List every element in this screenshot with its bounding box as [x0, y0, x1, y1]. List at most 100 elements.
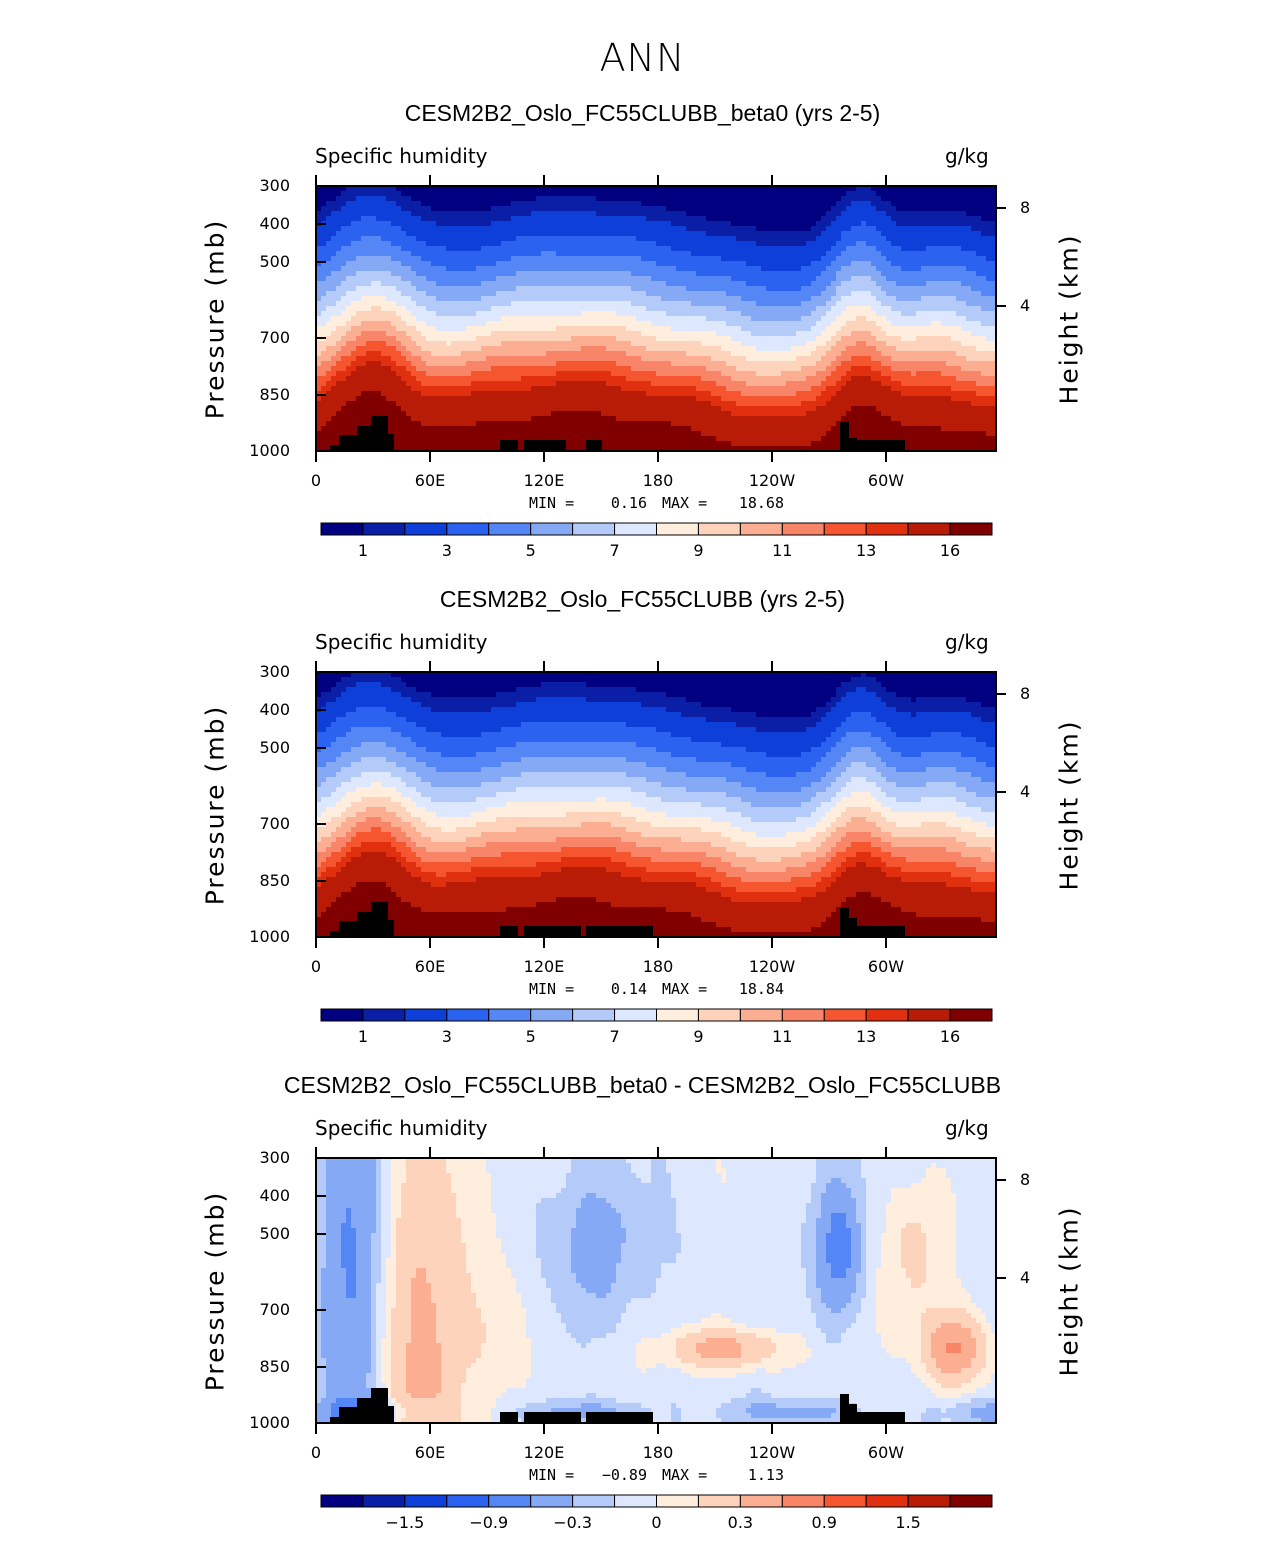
min-value: −0.89	[595, 1466, 647, 1484]
y2-tick-label: 4	[1020, 782, 1030, 801]
units-label: g/kg	[945, 144, 989, 168]
variable-label: Specific humidity	[315, 144, 488, 168]
colorbar-swatch	[446, 1494, 490, 1508]
colorbar-label: 1	[333, 541, 393, 560]
colorbar-label: 16	[920, 1027, 980, 1046]
colorbar-label: 1.5	[878, 1513, 938, 1532]
colorbar-label: 16	[920, 541, 980, 560]
y-tick-label: 700	[220, 814, 290, 833]
panel-difference: CESM2B2_Oslo_FC55CLUBB_beta0 - CESM2B2_O…	[0, 1072, 1285, 1558]
colorbar-swatch	[697, 1008, 741, 1022]
panel-title: CESM2B2_Oslo_FC55CLUBB_beta0 - CESM2B2_O…	[0, 1072, 1285, 1099]
y2-tick-label: 8	[1020, 198, 1030, 217]
topography-mask	[330, 902, 905, 937]
colorbar-swatch	[781, 1494, 825, 1508]
colorbar-swatch	[907, 522, 951, 536]
units-label: g/kg	[945, 630, 989, 654]
colorbar-label: −0.9	[459, 1513, 519, 1532]
x-tick-label: 60W	[846, 471, 926, 490]
x-tick-label: 60E	[390, 957, 470, 976]
x-tick-label: 120E	[504, 1443, 584, 1462]
colorbar	[320, 522, 993, 536]
max-value: 1.13	[728, 1466, 784, 1484]
max-label: MAX =	[662, 980, 707, 998]
colorbar-label: 7	[585, 541, 645, 560]
topography-mask	[330, 416, 905, 451]
variable-label: Specific humidity	[315, 630, 488, 654]
colorbar-swatch	[404, 1008, 448, 1022]
colorbar-swatch	[907, 1008, 951, 1022]
contour-field	[316, 186, 997, 452]
x-tick-label: 0	[276, 957, 356, 976]
x-tick-label: 60E	[390, 1443, 470, 1462]
y-axis-label: Pressure (mb)	[201, 704, 230, 904]
y-tick-label: 850	[220, 871, 290, 890]
colorbar-swatch	[362, 1494, 406, 1508]
y-tick-label: 1000	[220, 1413, 290, 1432]
y-axis-label: Pressure (mb)	[201, 218, 230, 418]
units-label: g/kg	[945, 1116, 989, 1140]
colorbar-swatch	[530, 522, 574, 536]
colorbar-swatch	[488, 522, 532, 536]
x-tick-label: 60W	[846, 957, 926, 976]
y-tick-label: 500	[220, 1224, 290, 1243]
colorbar-label: 0.3	[710, 1513, 770, 1532]
max-label: MAX =	[662, 494, 707, 512]
colorbar-swatch	[656, 1494, 699, 1508]
colorbar-swatch	[865, 522, 909, 536]
y2-axis-label: Height (km)	[1055, 719, 1084, 890]
y2-tick-label: 8	[1020, 684, 1030, 703]
colorbar-swatch	[865, 1494, 909, 1508]
colorbar	[320, 1008, 993, 1022]
colorbar-swatch	[530, 1494, 574, 1508]
colorbar-swatch	[362, 522, 406, 536]
colorbar-swatch	[320, 1494, 364, 1508]
colorbar-swatch	[320, 522, 364, 536]
colorbar-swatch	[781, 1008, 825, 1022]
colorbar-label: 3	[417, 1027, 477, 1046]
colorbar-label: −0.3	[543, 1513, 603, 1532]
y-tick-label: 400	[220, 1186, 290, 1205]
contour-field	[316, 1158, 997, 1424]
contour-field	[316, 672, 997, 938]
colorbar-swatch	[697, 1494, 741, 1508]
colorbar-swatch	[656, 1008, 699, 1022]
chart-svg	[315, 661, 1006, 1022]
x-tick-label: 0	[276, 471, 356, 490]
colorbar-swatch	[949, 1008, 993, 1022]
colorbar-swatch	[697, 522, 741, 536]
min-label: MIN =	[529, 1466, 574, 1484]
colorbar-swatch	[446, 522, 490, 536]
min-label: MIN =	[529, 494, 574, 512]
x-tick-label: 0	[276, 1443, 356, 1462]
y-tick-label: 300	[220, 176, 290, 195]
plot-frame	[315, 671, 997, 938]
colorbar-label: 11	[752, 1027, 812, 1046]
colorbar-swatch	[739, 1008, 783, 1022]
colorbar-swatch	[614, 1494, 657, 1508]
colorbar-swatch	[656, 522, 699, 536]
colorbar-label: 1	[333, 1027, 393, 1046]
plot-frame	[315, 185, 997, 452]
x-tick-label: 120W	[732, 957, 812, 976]
colorbar-swatch	[823, 1008, 867, 1022]
y2-tick-label: 8	[1020, 1170, 1030, 1189]
y2-axis-label: Height (km)	[1055, 1205, 1084, 1376]
max-value: 18.84	[728, 980, 784, 998]
colorbar-swatch	[488, 1494, 532, 1508]
panel-control: CESM2B2_Oslo_FC55CLUBB (yrs 2-5) Specific…	[0, 586, 1285, 1072]
chart-svg	[315, 1147, 1006, 1508]
colorbar-swatch	[823, 522, 867, 536]
colorbar-label: −1.5	[375, 1513, 435, 1532]
colorbar-swatch	[404, 1494, 448, 1508]
colorbar-swatch	[865, 1008, 909, 1022]
max-label: MAX =	[662, 1466, 707, 1484]
y-tick-label: 1000	[220, 927, 290, 946]
colorbar-swatch	[907, 1494, 951, 1508]
colorbar-swatch	[739, 522, 783, 536]
colorbar-label: 0	[627, 1513, 687, 1532]
y-tick-label: 400	[220, 214, 290, 233]
min-value: 0.14	[595, 980, 647, 998]
x-tick-label: 120E	[504, 957, 584, 976]
x-tick-label: 120W	[732, 471, 812, 490]
